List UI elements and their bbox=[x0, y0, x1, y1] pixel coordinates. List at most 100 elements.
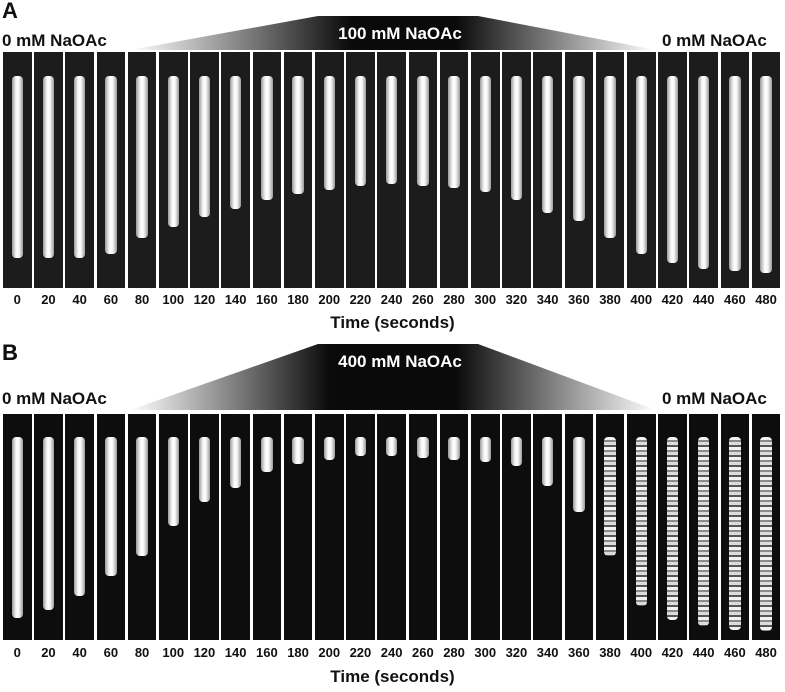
cell-fluorescence bbox=[729, 75, 741, 271]
micrograph-frame bbox=[564, 52, 594, 288]
time-tick-label: 140 bbox=[224, 292, 247, 307]
cell-fluorescence bbox=[261, 75, 273, 201]
center-concentration-label: 400 mM NaOAc bbox=[338, 352, 462, 371]
time-tick-label: 460 bbox=[723, 292, 746, 307]
cell-fluorescence bbox=[73, 75, 86, 259]
cell-fluorescence bbox=[729, 436, 741, 630]
cell-fluorescence bbox=[448, 436, 460, 461]
micrograph-frame bbox=[439, 414, 469, 640]
micrograph-frame bbox=[533, 414, 562, 640]
micrograph-frame bbox=[190, 52, 219, 288]
micrograph-frame bbox=[502, 52, 531, 288]
time-tick-label: 420 bbox=[661, 292, 684, 307]
cell-fluorescence bbox=[167, 75, 179, 228]
micrograph-frame bbox=[96, 414, 126, 640]
time-tick-label: 360 bbox=[567, 292, 590, 307]
micrograph-frame bbox=[408, 52, 438, 288]
time-tick-label: 120 bbox=[193, 645, 216, 660]
micrograph-frame bbox=[471, 52, 500, 288]
micrograph-frame bbox=[595, 414, 625, 640]
time-tick-label: 300 bbox=[474, 292, 497, 307]
micrograph-frame bbox=[252, 414, 282, 640]
time-tick-label: 100 bbox=[162, 645, 185, 660]
cell-fluorescence bbox=[354, 75, 367, 186]
cell-fluorescence bbox=[510, 75, 523, 201]
time-tick-label: 0 bbox=[13, 292, 21, 307]
cell-fluorescence bbox=[417, 75, 429, 186]
micrograph-frame bbox=[689, 414, 718, 640]
micrograph-frame bbox=[252, 52, 282, 288]
micrograph-frame bbox=[159, 52, 188, 288]
time-tick-label: 0 bbox=[13, 645, 21, 660]
cell-fluorescence bbox=[354, 436, 367, 457]
micrograph-frame bbox=[720, 414, 750, 640]
micrograph-frame bbox=[96, 52, 126, 288]
cell-fluorescence bbox=[666, 75, 679, 263]
micrograph-frame bbox=[283, 414, 313, 640]
panel-b: B B 0 mM NaOAc 400 mM NaOAc 0 mM NaOAc 0… bbox=[0, 342, 785, 692]
micrograph-frame bbox=[658, 52, 687, 288]
time-tick-label: 120 bbox=[193, 292, 216, 307]
x-axis-title: Time (seconds) bbox=[330, 667, 455, 686]
micrograph-frame bbox=[65, 52, 94, 288]
cell-fluorescence bbox=[198, 436, 211, 503]
time-tick-label: 40 bbox=[72, 645, 87, 660]
micrograph-frame bbox=[502, 414, 531, 640]
cell-fluorescence bbox=[760, 436, 772, 632]
x-axis-title: Time (seconds) bbox=[330, 313, 455, 332]
time-tick-label: 300 bbox=[474, 645, 497, 660]
cell-fluorescence bbox=[11, 75, 23, 259]
time-tick-label: 60 bbox=[103, 645, 119, 660]
cell-fluorescence bbox=[760, 75, 772, 273]
micrograph-frame bbox=[408, 414, 438, 640]
micrograph-frame bbox=[34, 414, 63, 640]
time-tick-label: 420 bbox=[661, 645, 684, 660]
time-tick-label: 340 bbox=[536, 645, 559, 660]
concentration-wedge bbox=[130, 16, 656, 50]
cell-fluorescence bbox=[635, 436, 647, 606]
time-tick-label: 480 bbox=[755, 645, 777, 660]
cell-fluorescence bbox=[11, 436, 23, 618]
time-tick-label: 160 bbox=[255, 645, 278, 660]
cell-fluorescence bbox=[105, 75, 117, 255]
time-tick-label: 260 bbox=[411, 645, 434, 660]
time-tick-label: 160 bbox=[255, 292, 278, 307]
micrograph-frame bbox=[346, 52, 375, 288]
micrograph-frame bbox=[159, 414, 188, 640]
cell-fluorescence bbox=[136, 436, 148, 556]
micrograph-frame bbox=[377, 414, 406, 640]
time-tick-label: 260 bbox=[411, 292, 434, 307]
time-tick-label: 340 bbox=[536, 292, 559, 307]
micrograph-frame bbox=[3, 52, 32, 288]
cell-fluorescence bbox=[292, 75, 304, 194]
micrograph-frame bbox=[751, 52, 781, 288]
panel-letter: B bbox=[2, 340, 18, 365]
micrograph-frame bbox=[127, 52, 157, 288]
time-tick-row: 0 20 40 60 80 100 120 140 160 180 200 220 240 260 280 3… bbox=[0, 646, 785, 662]
cell-fluorescence bbox=[697, 75, 710, 269]
cell-fluorescence bbox=[292, 436, 304, 465]
cell-fluorescence bbox=[510, 436, 523, 467]
time-tick-label: 460 bbox=[723, 645, 746, 660]
micrograph-frame bbox=[533, 52, 562, 288]
time-tick-label: 400 bbox=[630, 292, 653, 307]
cell-fluorescence bbox=[323, 436, 335, 461]
cell-fluorescence bbox=[198, 75, 211, 217]
micrograph-frame bbox=[377, 52, 406, 288]
micrograph-frame bbox=[127, 414, 157, 640]
micrograph-frame bbox=[315, 52, 344, 288]
cell-fluorescence bbox=[385, 436, 398, 457]
micrograph-frame bbox=[471, 414, 500, 640]
time-tick-label: 440 bbox=[692, 645, 715, 660]
micrograph-frame bbox=[65, 414, 94, 640]
cell-fluorescence bbox=[479, 436, 491, 463]
cell-fluorescence bbox=[42, 75, 55, 259]
cell-fluorescence bbox=[167, 436, 179, 527]
time-tick-label: 380 bbox=[599, 645, 621, 660]
panel-letter-overlay: B bbox=[2, 340, 18, 365]
cell-fluorescence bbox=[261, 436, 273, 473]
cell-fluorescence bbox=[604, 75, 616, 238]
micrograph-frame bbox=[751, 414, 781, 640]
time-tick-label: 20 bbox=[41, 292, 56, 307]
panel-letter: A bbox=[2, 0, 18, 23]
